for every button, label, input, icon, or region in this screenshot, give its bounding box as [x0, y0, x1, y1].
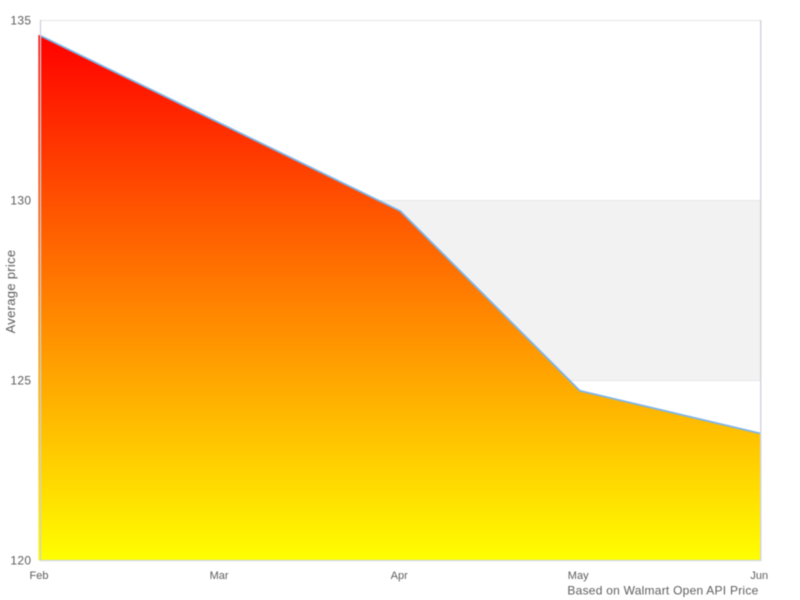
svg-text:130: 130: [10, 194, 31, 208]
svg-text:Mar: Mar: [210, 570, 229, 582]
svg-text:120: 120: [10, 554, 31, 568]
svg-text:135: 135: [10, 13, 31, 27]
svg-text:125: 125: [10, 374, 31, 388]
svg-text:Average price: Average price: [3, 250, 18, 334]
svg-text:Based on Walmart Open API Pric: Based on Walmart Open API Price: [567, 584, 758, 598]
svg-text:May: May: [568, 570, 589, 582]
svg-text:Jun: Jun: [750, 570, 768, 582]
svg-text:Feb: Feb: [30, 570, 49, 582]
svg-text:Apr: Apr: [391, 570, 408, 582]
